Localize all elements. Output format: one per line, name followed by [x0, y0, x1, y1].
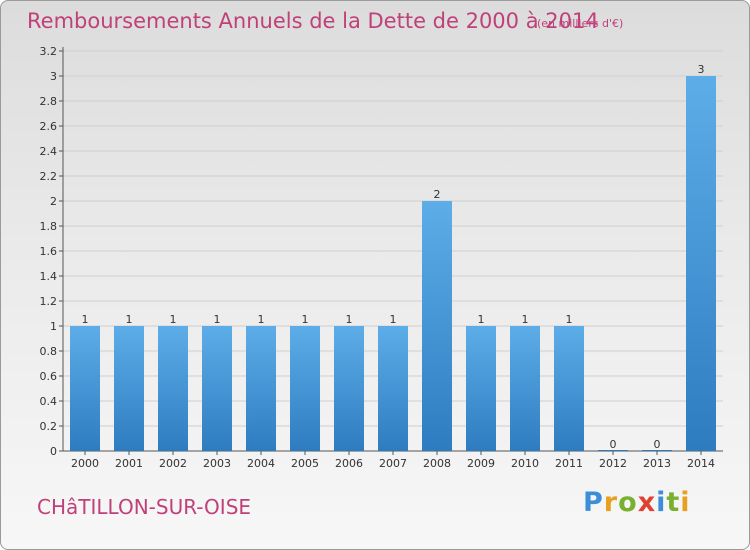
- bar-2008: [422, 201, 452, 451]
- proxiti-logo[interactable]: Proxiti: [583, 487, 691, 518]
- data-label-2002: 1: [170, 313, 177, 326]
- bar-2005: [290, 326, 320, 451]
- x-tick-label-2009: 2009: [467, 457, 495, 470]
- y-tick-label: 0.6: [40, 370, 58, 383]
- y-tick-label: 1.6: [40, 245, 58, 258]
- data-label-2006: 1: [346, 313, 353, 326]
- data-label-2001: 1: [126, 313, 133, 326]
- logo-letter: x: [637, 487, 657, 518]
- logo-letter: P: [583, 487, 604, 518]
- bar-2013: [642, 450, 672, 451]
- data-label-2004: 1: [258, 313, 265, 326]
- bar-2003: [202, 326, 232, 451]
- y-tick-label: 1: [50, 320, 57, 333]
- x-tick-label-2004: 2004: [247, 457, 275, 470]
- bar-2009: [466, 326, 496, 451]
- x-tick-label-2013: 2013: [643, 457, 671, 470]
- y-tick-label: 2.2: [40, 170, 58, 183]
- bar-2006: [334, 326, 364, 451]
- data-label-2010: 1: [522, 313, 529, 326]
- data-label-2005: 1: [302, 313, 309, 326]
- x-tick-label-2012: 2012: [599, 457, 627, 470]
- data-label-2008: 2: [434, 188, 441, 201]
- labels: 0 0.2 0.4 0.6 0.8 1 1.2 1.4 1.6 1.8 2 2.2 2.4 2.6 2.8 3…: [40, 45, 716, 470]
- y-tick-label: 3: [50, 70, 57, 83]
- y-tick-label: 0.4: [40, 395, 58, 408]
- bar-2012: [598, 450, 628, 451]
- bar-2010: [510, 326, 540, 451]
- chart-title: Remboursements Annuels de la Dette de 20…: [27, 9, 599, 33]
- x-tick-label-2008: 2008: [423, 457, 451, 470]
- bar-2011: [554, 326, 584, 451]
- logo-letter: t: [666, 487, 681, 518]
- y-tick-label: 1.4: [40, 270, 58, 283]
- x-tick-label-2002: 2002: [159, 457, 187, 470]
- y-tick-label: 1.8: [40, 220, 58, 233]
- x-tick-label-2014: 2014: [687, 457, 715, 470]
- data-label-2009: 1: [478, 313, 485, 326]
- bar-2002: [158, 326, 188, 451]
- data-label-2014: 3: [698, 63, 705, 76]
- commune-name: CHâTILLON-SUR-OISE: [37, 495, 252, 519]
- y-tick-label: 0.2: [40, 420, 58, 433]
- bar-2014: [686, 76, 716, 451]
- data-label-2000: 1: [82, 313, 89, 326]
- y-tick-label: 2.8: [40, 95, 58, 108]
- data-label-2007: 1: [390, 313, 397, 326]
- bar-2000: [70, 326, 100, 451]
- chart-unit: (en milliers d'€): [537, 17, 624, 30]
- x-tick-label-2006: 2006: [335, 457, 363, 470]
- x-tick-label-2010: 2010: [511, 457, 539, 470]
- x-tick-label-2001: 2001: [115, 457, 143, 470]
- x-tick-label-2005: 2005: [291, 457, 319, 470]
- x-tick-label-2011: 2011: [555, 457, 583, 470]
- data-label-2013: 0: [654, 438, 661, 451]
- y-tick-label: 1.2: [40, 295, 58, 308]
- bar-2007: [378, 326, 408, 451]
- logo-letter: i: [680, 487, 691, 518]
- logo-letter: o: [618, 487, 638, 518]
- y-tick-label: 2.4: [40, 145, 58, 158]
- x-tick-label-2007: 2007: [379, 457, 407, 470]
- logo-letter: i: [656, 487, 667, 518]
- y-tick-label: 2: [50, 195, 57, 208]
- bar-2001: [114, 326, 144, 451]
- data-label-2012: 0: [610, 438, 617, 451]
- x-tick-label-2000: 2000: [71, 457, 99, 470]
- data-label-2011: 1: [566, 313, 573, 326]
- bar-2004: [246, 326, 276, 451]
- bars: [70, 76, 716, 451]
- x-tick-label-2003: 2003: [203, 457, 231, 470]
- y-tick-label: 0.8: [40, 345, 58, 358]
- data-label-2003: 1: [214, 313, 221, 326]
- y-tick-label: 3.2: [40, 45, 58, 58]
- logo-letter: r: [603, 487, 619, 518]
- y-tick-label: 0: [50, 445, 57, 458]
- y-tick-label: 2.6: [40, 120, 58, 133]
